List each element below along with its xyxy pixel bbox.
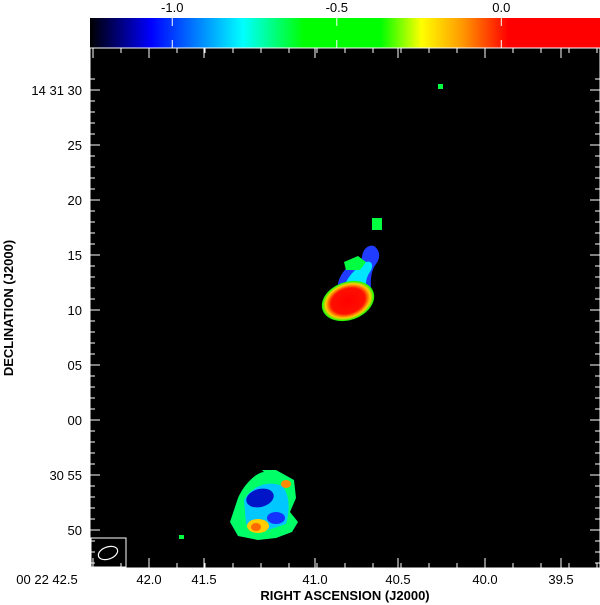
x-tick-label: 41.5	[191, 572, 216, 587]
colorbar-tick-label: -0.5	[326, 0, 348, 15]
south-blue-patch-2	[267, 512, 285, 524]
y-tick-label: 20	[68, 193, 82, 208]
south-lobe	[179, 470, 298, 540]
x-tick-label: 40.5	[385, 572, 410, 587]
north-core	[321, 280, 375, 322]
y-tick-label: 05	[68, 358, 82, 373]
y-tick-label: 50	[68, 523, 82, 538]
south-blue-patch	[246, 488, 274, 508]
colorbar-ticks: -1.0 -0.5 0.0	[161, 0, 510, 48]
north-blob-small	[372, 218, 382, 230]
x-axis-ticks: 00 22 42.5 42.0 41.5 41.0 40.5 40.0 39.5	[16, 48, 598, 587]
north-ring-green	[344, 256, 366, 270]
colorbar: -1.0 -0.5 0.0	[90, 0, 600, 48]
colorbar-gradient	[90, 18, 600, 48]
y-tick-label: 15	[68, 248, 82, 263]
north-lobe	[321, 84, 443, 322]
x-tick-label: 42.0	[136, 572, 161, 587]
beam-ellipse	[97, 545, 119, 561]
plot-area: 00 22 42.5 42.0 41.5 41.0 40.5 40.0 39.5 14 31…	[16, 47, 600, 587]
y-tick-label: 25	[68, 138, 82, 153]
south-orange-patch	[251, 523, 261, 531]
y-axis-ticks: 14 31 30 25 20 15 10 05 00 30 55 50	[31, 78, 600, 564]
south-blob-tiny	[179, 535, 184, 539]
x-tick-label: 39.5	[548, 572, 573, 587]
x-tick-label: 41.0	[302, 572, 327, 587]
y-tick-label: 30 55	[49, 468, 82, 483]
y-tick-label: 14 31 30	[31, 83, 82, 98]
south-orange-patch-2	[281, 480, 291, 488]
colorbar-tick-label: -1.0	[161, 0, 183, 15]
y-tick-label: 10	[68, 303, 82, 318]
x-tick-label: 00 22 42.5	[16, 572, 77, 587]
y-axis-title: DECLINATION (J2000)	[1, 240, 16, 376]
x-axis-title: RIGHT ASCENSION (J2000)	[260, 588, 429, 603]
colorbar-tick-label: 0.0	[492, 0, 510, 15]
y-tick-label: 00	[68, 413, 82, 428]
north-blob-tiny	[438, 84, 443, 89]
x-tick-label: 40.0	[472, 572, 497, 587]
